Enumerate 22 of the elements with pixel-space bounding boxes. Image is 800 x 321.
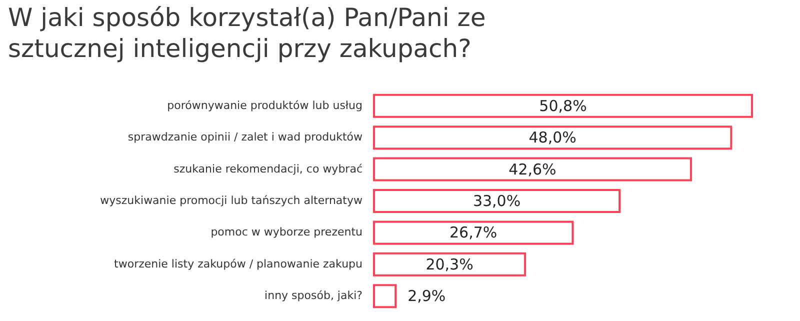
bar bbox=[373, 189, 621, 213]
y-tick-label: pomoc w wyborze prezentu bbox=[210, 226, 362, 239]
y-tick-label: szukanie rekomendacji, co wybrać bbox=[174, 162, 362, 176]
y-tick-label: inny sposób, jaki? bbox=[264, 289, 363, 302]
data-label: 50,8% bbox=[539, 96, 587, 115]
data-label: 20,3% bbox=[426, 255, 474, 274]
bar bbox=[373, 157, 692, 182]
bar bbox=[373, 94, 753, 118]
data-label: 33,0% bbox=[472, 192, 521, 210]
y-tick-label: wyszukiwanie promocji lub tańszych alternatyw bbox=[100, 194, 362, 207]
data-label: 2,9% bbox=[408, 287, 446, 306]
bar bbox=[373, 220, 574, 245]
y-tick-label: tworzenie listy zakupów / planowanie zakupu bbox=[114, 257, 362, 270]
y-tick-label: porównywanie produktów lub usług bbox=[167, 98, 362, 112]
chart-title: W jaki sposób korzystał(a) Pan/Pani ze sztucznej inteligencji przy zakupach? bbox=[8, 2, 487, 64]
bar bbox=[373, 284, 397, 308]
data-label: 48,0% bbox=[528, 128, 576, 147]
data-label: 26,7% bbox=[450, 224, 498, 242]
bar bbox=[373, 126, 732, 150]
y-tick-label: sprawdzanie opinii / zalet i wad produktów bbox=[128, 130, 362, 144]
data-label: 42,6% bbox=[508, 160, 556, 178]
bar bbox=[373, 252, 526, 276]
